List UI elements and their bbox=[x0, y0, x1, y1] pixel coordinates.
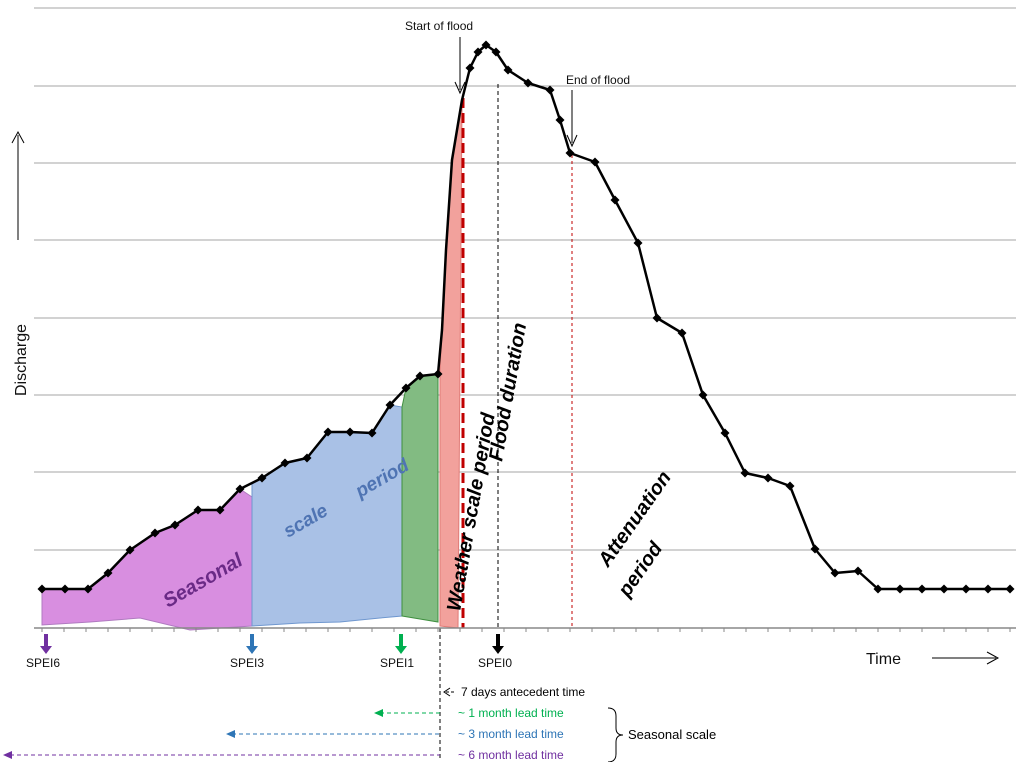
x-axis-ticks bbox=[41, 628, 1011, 632]
hydrograph-point bbox=[555, 115, 565, 125]
hydrograph-point bbox=[37, 584, 47, 594]
flood-duration-label: Flood duration bbox=[485, 321, 531, 463]
x-axis-arrow bbox=[932, 651, 1000, 665]
y-axis-label: Discharge bbox=[13, 324, 30, 396]
hydrograph-point bbox=[853, 566, 863, 576]
hydrograph-point bbox=[873, 584, 883, 594]
hydrograph-point bbox=[610, 195, 620, 205]
hydrograph-point bbox=[830, 568, 840, 578]
hydrograph-point bbox=[1005, 584, 1015, 594]
hydrograph-point bbox=[491, 47, 501, 57]
hydrograph-point bbox=[83, 584, 93, 594]
lead-time-1month: ~ 1 month lead time bbox=[374, 706, 564, 720]
hydrograph-point bbox=[103, 568, 113, 578]
hydrograph-point bbox=[785, 481, 795, 491]
x-axis-arrow-head bbox=[986, 651, 1000, 665]
down-arrow-icon bbox=[492, 634, 504, 654]
down-arrow-icon bbox=[40, 634, 52, 654]
hydrograph-point bbox=[763, 473, 773, 483]
hydrograph-point bbox=[633, 238, 643, 248]
gridlines bbox=[34, 7, 1016, 551]
hydrograph-point bbox=[125, 545, 135, 555]
lead-time-6month: ~ 6 month lead time bbox=[3, 748, 564, 762]
hydrograph-line bbox=[42, 43, 1010, 591]
hydrograph-point bbox=[302, 453, 312, 463]
hydrograph-point bbox=[895, 584, 905, 594]
seasonal-scale-brace bbox=[607, 707, 624, 762]
start-of-flood-label: Start of flood bbox=[405, 19, 473, 33]
hydrograph-point bbox=[698, 390, 708, 400]
hydrograph-point bbox=[235, 484, 245, 494]
hydrograph-point bbox=[60, 584, 70, 594]
hydrograph-point bbox=[280, 458, 290, 468]
hydrograph-point bbox=[983, 584, 993, 594]
hydrograph-point bbox=[523, 78, 533, 88]
start-arrow-head bbox=[454, 81, 466, 95]
down-arrow-icon bbox=[246, 634, 258, 654]
hydrograph-point bbox=[565, 148, 575, 158]
hydrograph-point bbox=[257, 473, 267, 483]
month-area bbox=[401, 373, 439, 623]
hydrograph-point bbox=[740, 468, 750, 478]
lead-time-7days-label: 7 days antecedent time bbox=[461, 685, 585, 699]
arrow-head bbox=[374, 709, 383, 717]
x-axis-label: Time bbox=[866, 651, 901, 668]
spei6-label: SPEI6 bbox=[26, 656, 60, 670]
hydrograph-point bbox=[415, 371, 425, 381]
end-of-flood-label: End of flood bbox=[566, 73, 630, 87]
hydrograph-points bbox=[37, 40, 1015, 594]
spei1-marker: SPEI1 bbox=[380, 634, 414, 670]
arrow-head bbox=[226, 730, 235, 738]
hydrograph-point bbox=[917, 584, 927, 594]
y-axis-arrow bbox=[11, 130, 25, 240]
hydrograph-point bbox=[503, 65, 513, 75]
hydrograph-point bbox=[961, 584, 971, 594]
hydrograph-point bbox=[385, 400, 395, 410]
hydrograph-point bbox=[465, 63, 475, 73]
hydrograph-point bbox=[345, 427, 355, 437]
spei6-marker: SPEI6 bbox=[26, 634, 60, 670]
end-of-flood-arrow bbox=[566, 90, 578, 148]
arrow-head bbox=[3, 751, 12, 759]
start-of-flood-arrow bbox=[454, 37, 466, 95]
hydrograph-point bbox=[720, 428, 730, 438]
hydrograph-point bbox=[193, 505, 203, 515]
hydrograph-point bbox=[677, 328, 687, 338]
y-axis-arrow-head bbox=[11, 130, 25, 144]
down-arrow-icon bbox=[395, 634, 407, 654]
lead-time-1month-label: ~ 1 month lead time bbox=[458, 706, 564, 720]
hydrograph-point bbox=[170, 520, 180, 530]
end-arrow-head bbox=[566, 134, 578, 148]
hydrograph-point bbox=[433, 369, 443, 379]
spei3-label: SPEI3 bbox=[230, 656, 264, 670]
hydrograph-point bbox=[401, 383, 411, 393]
spei3-marker: SPEI3 bbox=[230, 634, 264, 670]
spei0-label: SPEI0 bbox=[478, 656, 512, 670]
hydrograph-point bbox=[590, 157, 600, 167]
hydrograph-point bbox=[481, 40, 491, 50]
hydrograph-point bbox=[652, 313, 662, 323]
hydrograph-point bbox=[473, 47, 483, 57]
lead-time-3month: ~ 3 month lead time bbox=[226, 727, 564, 741]
hydrograph-point bbox=[939, 584, 949, 594]
spei0-marker: SPEI0 bbox=[478, 634, 512, 670]
lead-time-6month-label: ~ 6 month lead time bbox=[458, 748, 564, 762]
hydrograph-point bbox=[367, 428, 377, 438]
seasonal-scale-label: Seasonal scale bbox=[628, 727, 716, 742]
arrow-head bbox=[443, 687, 451, 697]
hydrograph-point bbox=[150, 528, 160, 538]
spei1-label: SPEI1 bbox=[380, 656, 414, 670]
hydrograph-point bbox=[810, 544, 820, 554]
lead-time-7days: 7 days antecedent time bbox=[443, 685, 585, 699]
hydrograph-point bbox=[215, 505, 225, 515]
lead-time-3month-label: ~ 3 month lead time bbox=[458, 727, 564, 741]
hydrograph-point bbox=[545, 85, 555, 95]
hydrograph-point bbox=[323, 427, 333, 437]
